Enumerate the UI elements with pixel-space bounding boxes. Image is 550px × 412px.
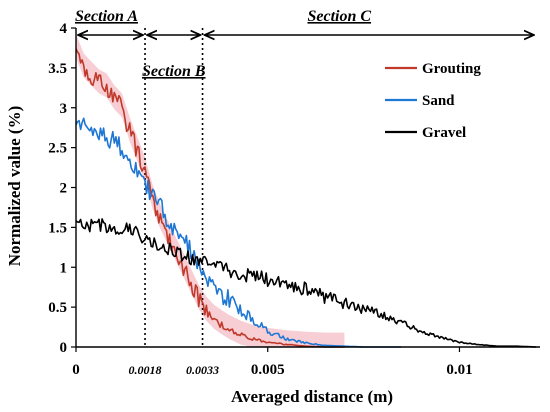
x-tick-label: 0: [72, 362, 80, 378]
x-tick-label: 0.005: [251, 362, 285, 378]
section-label-3: Section C: [307, 8, 371, 25]
series-line-sand: [75, 117, 402, 348]
x-axis-title: Averaged distance (m): [231, 387, 393, 406]
y-tick-label: 0.5: [48, 300, 67, 316]
x-tick-label: 0.01: [446, 362, 472, 378]
y-tick-label: 4: [60, 21, 68, 37]
y-tick-label: 0: [60, 340, 68, 356]
y-tick-label: 1.5: [48, 220, 67, 236]
series-line-gravel: [75, 218, 537, 348]
y-tick-label: 3: [60, 101, 68, 117]
legend-label-sand: Sand: [422, 93, 455, 109]
y-tick-label: 3.5: [48, 61, 67, 77]
legend-label-gravel: Gravel: [422, 125, 466, 141]
section-label-2: Section B: [142, 63, 206, 80]
series-band-grouting: [76, 33, 345, 347]
series-line-grouting: [75, 48, 345, 348]
y-tick-label: 2: [60, 181, 68, 197]
y-tick-label: 2.5: [48, 141, 67, 157]
boundary-tick-label: 0.0033: [186, 363, 219, 377]
y-tick-label: 1: [60, 260, 68, 276]
section-label-1: Section A: [75, 8, 138, 25]
boundary-tick-label: 0.0018: [129, 363, 162, 377]
legend-label-grouting: Grouting: [422, 61, 481, 77]
y-axis-title: Normalized value (%): [5, 106, 24, 267]
